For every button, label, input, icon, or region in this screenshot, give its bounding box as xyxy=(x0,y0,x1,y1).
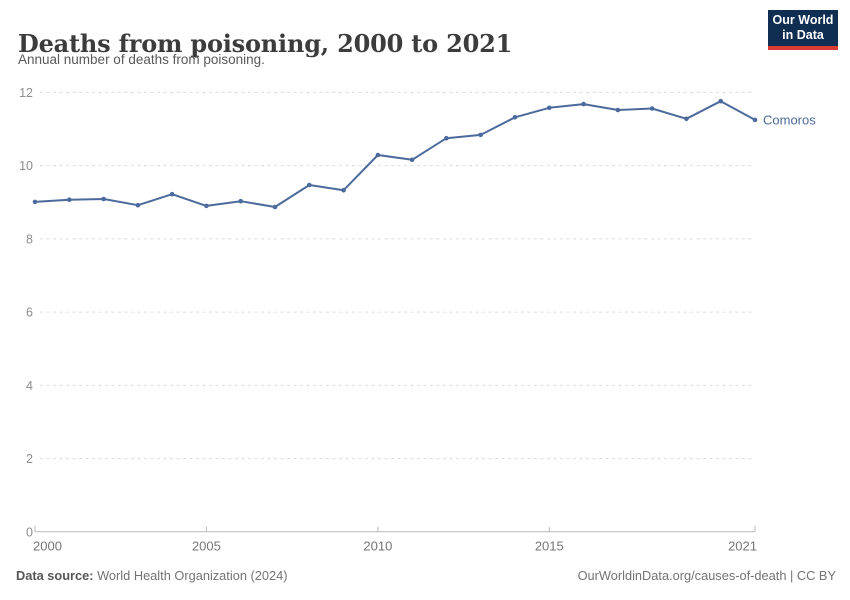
data-point-2006[interactable] xyxy=(238,198,243,204)
y-axis-tick-label: 4 xyxy=(26,379,33,393)
owid-citation-link[interactable]: OurWorldinData.org/causes-of-death | CC … xyxy=(577,568,836,583)
data-point-2002[interactable] xyxy=(101,196,106,202)
x-axis-tick-label: 2010 xyxy=(363,538,392,553)
data-point-2014[interactable] xyxy=(512,115,518,120)
y-axis-tick-label: 12 xyxy=(19,86,33,100)
x-axis-tick-label: 2015 xyxy=(535,538,564,553)
owid-logo[interactable]: Our World in Data xyxy=(768,10,838,50)
y-axis-tick-label: 6 xyxy=(26,306,33,320)
data-point-2019[interactable] xyxy=(684,116,689,122)
series-line[interactable] xyxy=(34,100,756,208)
data-point-2018[interactable] xyxy=(649,106,655,111)
x-axis-tick-label: 2005 xyxy=(192,538,221,553)
y-axis-tick-label: 8 xyxy=(26,232,33,246)
data-point-2000[interactable] xyxy=(32,199,38,205)
data-point-2012[interactable] xyxy=(444,135,449,141)
data-point-2009[interactable] xyxy=(341,187,346,193)
data-point-2007[interactable] xyxy=(272,204,278,210)
chart-subtitle: Annual number of deaths from poisoning. xyxy=(18,52,265,67)
chart-footer: Data source: World Health Organization (… xyxy=(16,568,836,583)
y-axis-tick-label: 2 xyxy=(26,452,33,466)
data-point-2013[interactable] xyxy=(478,132,484,138)
data-point-2020[interactable] xyxy=(718,98,723,104)
page-title: Deaths from poisoning, 2000 to 2021 xyxy=(18,29,513,59)
y-axis-tick-label: 10 xyxy=(19,159,33,173)
y-axis-tick-label: 0 xyxy=(26,525,33,539)
data-point-2001[interactable] xyxy=(67,197,72,202)
data-point-2010[interactable] xyxy=(375,152,381,158)
data-source-note: Data source: World Health Organization (… xyxy=(16,568,287,583)
data-point-2021[interactable] xyxy=(752,117,758,123)
owid-logo-line2: in Data xyxy=(782,28,824,42)
data-point-2017[interactable] xyxy=(615,107,621,113)
data-source-label: Data source: xyxy=(16,568,94,583)
x-axis-tick-label: 2021 xyxy=(728,538,757,553)
data-point-2008[interactable] xyxy=(307,182,312,188)
series-label[interactable]: Comoros xyxy=(763,112,816,127)
data-point-2004[interactable] xyxy=(169,191,175,197)
data-point-2016[interactable] xyxy=(581,101,586,107)
owid-logo-line1: Our World xyxy=(772,13,834,27)
data-point-2005[interactable] xyxy=(204,203,209,209)
data-point-2015[interactable] xyxy=(547,105,552,111)
data-point-2003[interactable] xyxy=(135,202,141,208)
x-axis-tick-label: 2000 xyxy=(33,538,62,553)
data-source-text: World Health Organization (2024) xyxy=(93,568,288,583)
data-point-2011[interactable] xyxy=(409,157,415,163)
